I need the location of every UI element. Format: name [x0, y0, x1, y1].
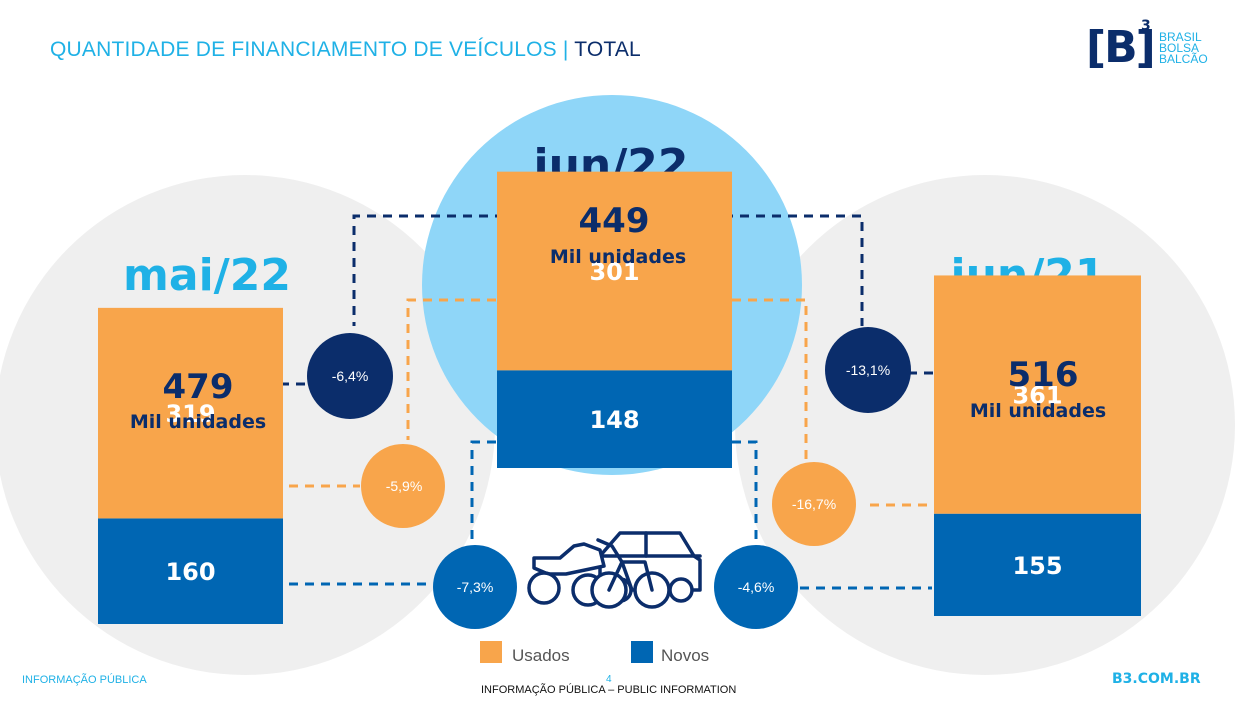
legend-swatch-usados: [480, 641, 502, 663]
connectors: [248, 214, 1000, 590]
bar-label-novos-mai22: 160: [165, 558, 215, 586]
bar-novos-jun22: [497, 370, 732, 468]
connector-novos-left: [470, 440, 496, 548]
legend-label-usados: Usados: [512, 646, 570, 665]
bar-label-novos-jun22: 148: [589, 406, 639, 434]
legend: Usados Novos: [480, 641, 709, 665]
legend-label-novos: Novos: [661, 646, 709, 665]
category-label-mai22: mai/22: [123, 250, 291, 301]
variation-usados-jun21: -16,7%: [772, 462, 856, 546]
title-separator: |: [562, 38, 569, 61]
logo-word-bolsa: BOLSA: [1159, 41, 1200, 55]
total-unit-mai22: Mil unidades: [130, 411, 266, 433]
variation-total-jun21: -13,1%: [825, 327, 911, 413]
total-value-jun21: 516: [1008, 355, 1079, 395]
bar-label-usados-jun21: 361: [1012, 382, 1062, 410]
logo-word-balcao: BALCÃO: [1159, 52, 1208, 66]
connector-usados-right: [732, 298, 808, 462]
bar-novos-mai22: [98, 518, 283, 624]
variation-novos-jun21: -4,6%: [714, 545, 798, 629]
total-unit-jun21: Mil unidades: [970, 400, 1106, 422]
b3-logo: [B] 3 BRASIL BOLSA BALCÃO: [1086, 18, 1216, 78]
title-total: TOTAL: [574, 38, 641, 61]
bar-usados-jun22: [497, 171, 732, 371]
footer-public-info: INFORMAÇÃO PÚBLICA: [22, 674, 147, 686]
variation-usados-mai22: -5,9%: [361, 444, 445, 528]
variation-novos-mai22-label: -7,3%: [457, 579, 494, 595]
total-unit-jun22: Mil unidades: [550, 246, 686, 268]
logo-words: BRASIL BOLSA BALCÃO: [1159, 30, 1208, 66]
bar-usados-jun21: [934, 275, 1141, 514]
variation-total-mai22-label: -6,4%: [332, 368, 369, 384]
bar-usados-mai22: [98, 307, 283, 519]
stacked-bars: 160 319 148 301 155 361: [98, 171, 1141, 624]
title-main: QUANTIDADE DE FINANCIAMENTO DE VEÍCULOS: [50, 38, 557, 61]
footer-website: B3.COM.BR: [1112, 671, 1201, 687]
variation-novos-jun21-label: -4,6%: [738, 579, 775, 595]
total-value-jun22: 449: [579, 201, 650, 241]
variation-usados-mai22-label: -5,9%: [386, 478, 423, 494]
connector-total-left: [352, 214, 568, 326]
footer-public-information: INFORMAÇÃO PÚBLICA – PUBLIC INFORMATION: [481, 684, 737, 696]
connector-novos-right: [732, 440, 758, 546]
logo-word-brasil: BRASIL: [1159, 30, 1202, 44]
bar-label-usados-mai22: 319: [165, 400, 215, 428]
variation-usados-jun21-label: -16,7%: [792, 496, 836, 512]
bar-label-novos-jun21: 155: [1012, 552, 1062, 580]
page-title: QUANTIDADE DE FINANCIAMENTO DE VEÍCULOS …: [50, 38, 641, 62]
total-value-mai22: 479: [163, 367, 234, 407]
footer-page-number: 4: [606, 674, 612, 685]
variation-total-mai22: -6,4%: [307, 333, 393, 419]
bar-novos-jun21: [934, 513, 1141, 616]
connector-usados-left: [406, 298, 496, 440]
logo-superscript: 3: [1141, 18, 1151, 34]
variation-novos-mai22: -7,3%: [433, 545, 517, 629]
logo-mark: [B]: [1086, 22, 1156, 73]
bar-label-usados-jun22: 301: [589, 258, 639, 286]
vehicles-icon: [527, 531, 702, 609]
legend-swatch-novos: [631, 641, 653, 663]
variation-total-jun21-label: -13,1%: [846, 362, 890, 378]
